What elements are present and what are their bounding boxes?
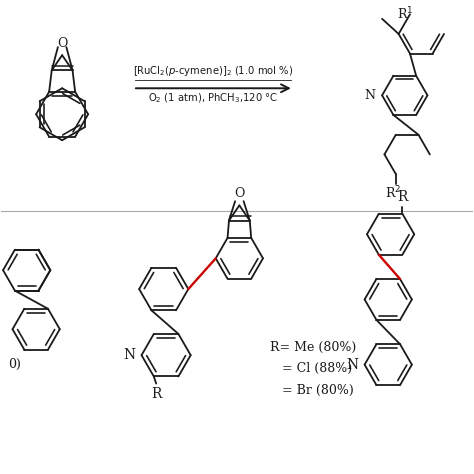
Text: R$^1$: R$^1$ bbox=[397, 6, 413, 22]
Text: N: N bbox=[124, 348, 136, 362]
Text: 0): 0) bbox=[8, 358, 21, 371]
Text: O: O bbox=[234, 187, 245, 200]
Text: O$_2$ (1 atm), PhCH$_3$,120 °C: O$_2$ (1 atm), PhCH$_3$,120 °C bbox=[148, 91, 278, 105]
Text: N: N bbox=[364, 89, 375, 102]
Text: = Br (80%): = Br (80%) bbox=[270, 383, 354, 397]
Text: R$^2$: R$^2$ bbox=[385, 184, 401, 201]
Text: R: R bbox=[151, 387, 161, 401]
Text: N: N bbox=[347, 358, 359, 372]
Text: R: R bbox=[397, 191, 408, 204]
Text: [RuCl$_2$($p$-cymene)]$_2$ (1.0 mol %): [RuCl$_2$($p$-cymene)]$_2$ (1.0 mol %) bbox=[133, 64, 293, 78]
Text: = Cl (88%): = Cl (88%) bbox=[270, 362, 352, 375]
Text: R= Me (80%): R= Me (80%) bbox=[270, 341, 356, 354]
Text: O: O bbox=[57, 37, 67, 50]
